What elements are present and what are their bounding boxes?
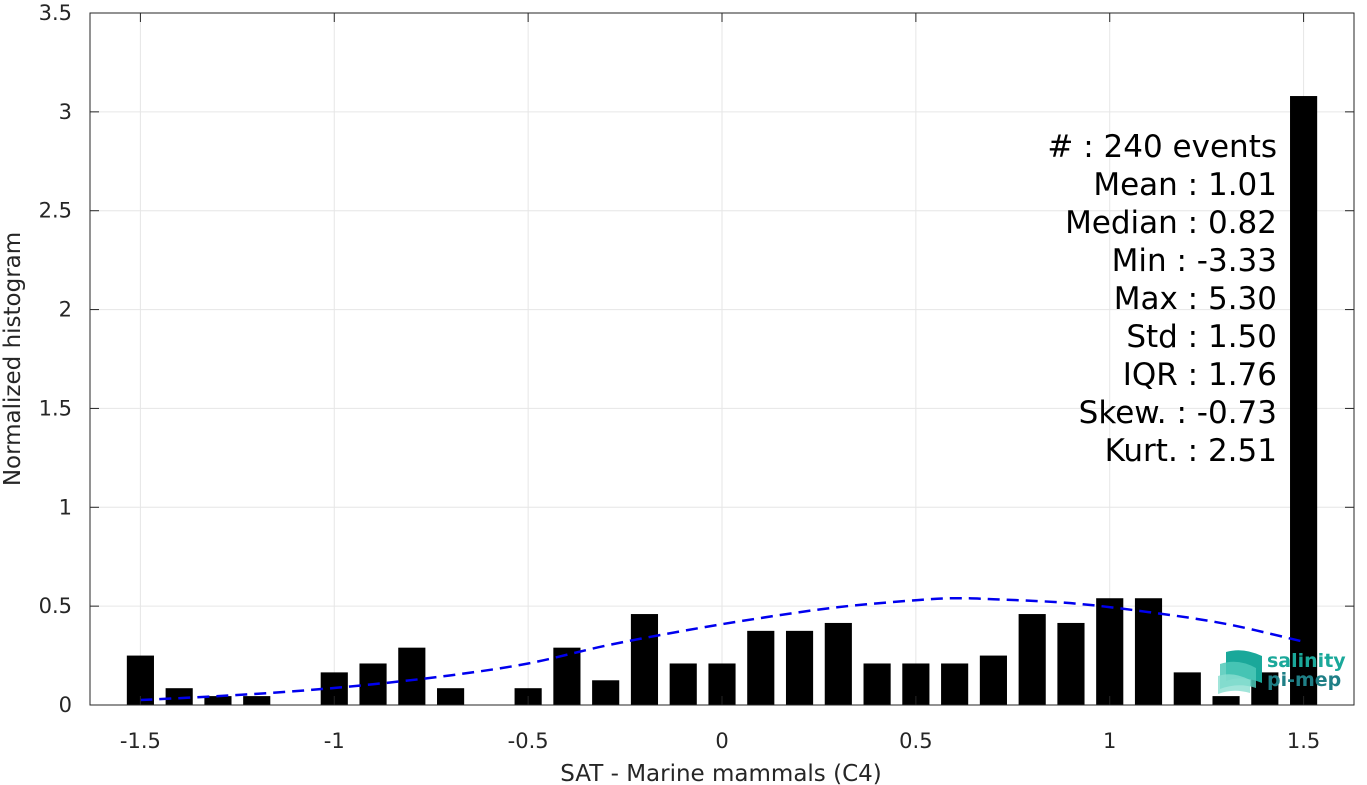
x-tick-label: -0.5 — [508, 729, 549, 753]
histogram-bar — [592, 680, 620, 705]
histogram-bars — [126, 96, 1318, 706]
x-tick-label: 1 — [1103, 729, 1116, 753]
histogram-bar — [1290, 96, 1318, 706]
stat-line: IQR : 1.76 — [1123, 357, 1277, 393]
histogram-bar — [204, 696, 232, 705]
logo-text-pimep: pi-mep — [1267, 669, 1341, 691]
y-tick-label: 0.5 — [39, 594, 72, 618]
y-tick-label: 1 — [59, 495, 72, 519]
stat-line: Mean : 1.01 — [1093, 167, 1277, 203]
stat-line: Median : 0.82 — [1065, 205, 1277, 241]
histogram-bar — [165, 688, 193, 705]
histogram-bar — [669, 663, 697, 705]
x-tick-label: 0 — [715, 729, 728, 753]
stat-line: Max : 5.30 — [1114, 281, 1277, 317]
axis-ticks — [90, 12, 1354, 706]
histogram-bar — [437, 688, 465, 705]
x-tick-label: 0.5 — [899, 729, 932, 753]
histogram-bar — [1173, 672, 1201, 705]
wave-logo-icon — [1218, 650, 1262, 694]
histogram-bar — [1096, 598, 1124, 705]
histogram-bar — [1134, 598, 1163, 705]
x-tick-label: -1 — [324, 729, 345, 753]
histogram-bar — [824, 622, 852, 705]
histogram-bar — [398, 647, 426, 705]
salinity-pimep-logo: salinity pi-mep — [1218, 650, 1346, 694]
stat-line: # : 240 events — [1047, 129, 1277, 165]
stat-line: Kurt. : 2.51 — [1105, 433, 1277, 469]
x-tick-label: 1.5 — [1287, 729, 1320, 753]
y-tick-label: 3.5 — [39, 1, 72, 25]
histogram-bar — [1212, 696, 1240, 705]
x-axis-title: SAT - Marine mammals (C4) — [560, 761, 882, 785]
y-tick-label: 1.5 — [39, 396, 72, 420]
x-tick-labels: -1.5 -1 -0.5 0 0.5 1 1.5 — [120, 729, 1320, 753]
y-tick-label: 2.5 — [39, 199, 72, 223]
logo-text-salinity: salinity — [1267, 650, 1346, 672]
histogram-bar — [1057, 622, 1085, 705]
y-axis-title: Normalized histogram — [0, 232, 26, 486]
y-tick-label: 0 — [59, 693, 72, 717]
histogram-bar — [941, 663, 969, 705]
histogram-bar — [785, 630, 814, 705]
histogram-bar — [1018, 614, 1046, 705]
histogram-bar — [863, 663, 891, 705]
stat-line: Skew. : -0.73 — [1079, 395, 1277, 431]
histogram-bar — [747, 630, 775, 705]
stat-line: Std : 1.50 — [1126, 319, 1277, 355]
histogram-bar — [630, 614, 659, 705]
stat-line: Min : -3.33 — [1112, 243, 1277, 279]
y-tick-label: 2 — [59, 298, 72, 322]
histogram-bar — [243, 696, 271, 705]
y-tick-label: 3 — [59, 100, 72, 124]
x-tick-label: -1.5 — [120, 729, 161, 753]
histogram-bar — [979, 655, 1007, 705]
y-tick-labels: 0 0.5 1 1.5 2 2.5 3 3.5 — [39, 1, 72, 717]
